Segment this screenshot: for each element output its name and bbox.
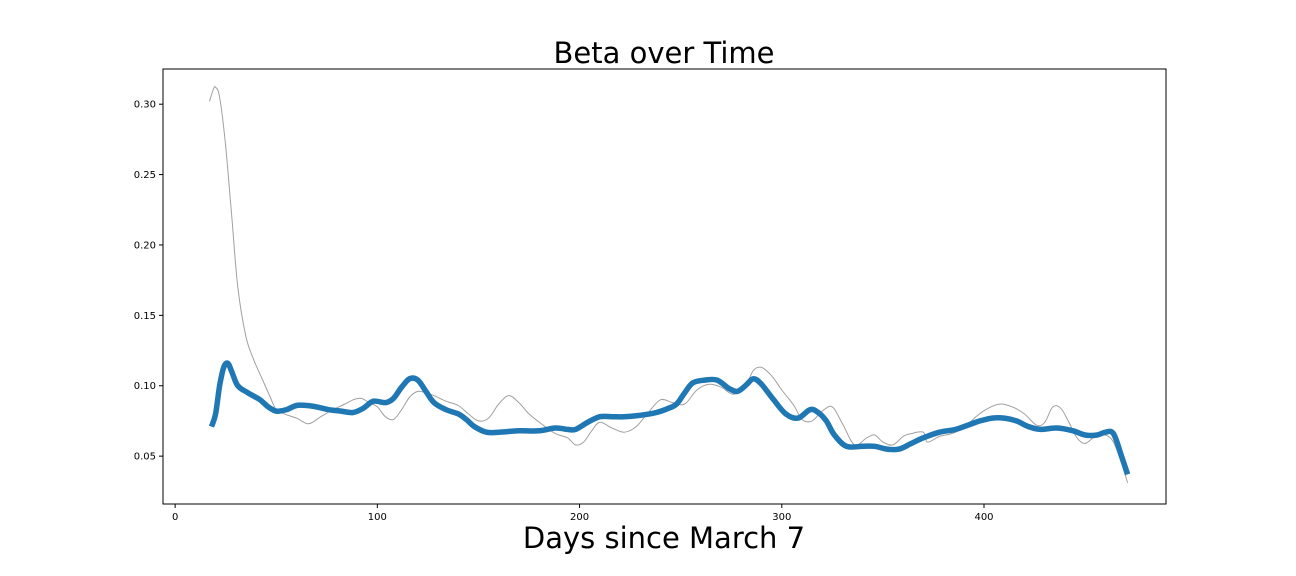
x-tick-label: 300 — [772, 512, 791, 523]
y-axis: 0.05 0.10 0.15 0.20 0.25 0.30 — [134, 100, 163, 463]
plot-area: 0.05 0.10 0.15 0.20 0.25 0.30 0 100 200 300 400 — [134, 68, 1167, 523]
y-tick-label: 0.05 — [134, 452, 156, 463]
y-tick-label: 0.25 — [134, 170, 156, 181]
x-tick-label: 400 — [974, 512, 993, 523]
x-tick-label: 200 — [570, 512, 589, 523]
x-axis-label: Days since March 7 — [523, 521, 805, 555]
x-tick-label: 100 — [368, 512, 387, 523]
y-tick-label: 0.10 — [134, 381, 156, 392]
series-line-smoothed — [208, 360, 1131, 476]
axes-frame — [162, 68, 1167, 505]
x-tick-label: 0 — [172, 512, 178, 523]
y-tick-label: 0.20 — [134, 240, 156, 251]
series-layer — [208, 86, 1131, 484]
y-tick-label: 0.15 — [134, 311, 156, 322]
y-tick-label: 0.30 — [134, 100, 156, 111]
x-axis: 0 100 200 300 400 — [172, 504, 994, 523]
chart-title: Beta over Time — [554, 36, 775, 70]
